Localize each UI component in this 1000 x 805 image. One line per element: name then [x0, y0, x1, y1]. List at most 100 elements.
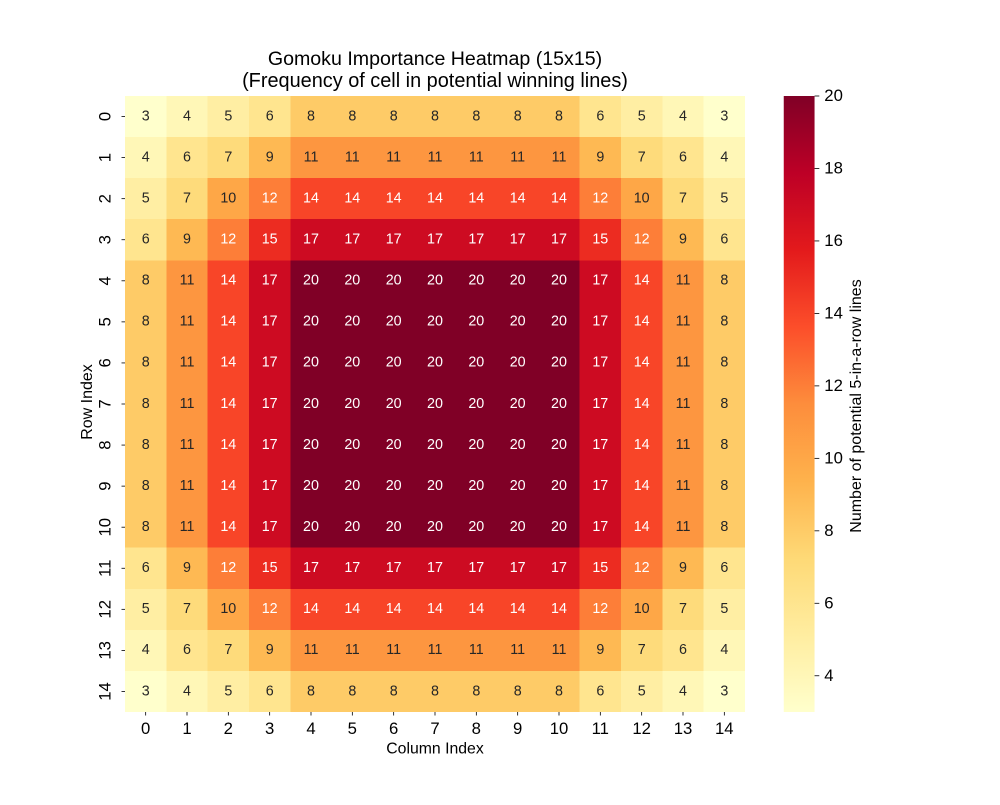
svg-text:6: 6 — [183, 642, 191, 658]
svg-text:14: 14 — [634, 314, 650, 330]
svg-text:6: 6 — [720, 560, 728, 576]
svg-text:17: 17 — [592, 273, 608, 289]
svg-text:17: 17 — [344, 232, 360, 248]
svg-text:11: 11 — [676, 437, 691, 453]
svg-text:2: 2 — [96, 194, 115, 203]
svg-text:4: 4 — [679, 108, 687, 124]
svg-text:17: 17 — [468, 232, 484, 248]
svg-text:17: 17 — [303, 232, 319, 248]
svg-text:14: 14 — [220, 396, 236, 412]
svg-text:9: 9 — [679, 560, 687, 576]
svg-text:6: 6 — [824, 594, 833, 613]
svg-text:11: 11 — [510, 149, 525, 165]
svg-text:20: 20 — [427, 437, 443, 453]
svg-text:6: 6 — [142, 560, 150, 576]
svg-text:14: 14 — [220, 437, 236, 453]
svg-text:14: 14 — [634, 437, 650, 453]
svg-text:8: 8 — [555, 108, 563, 124]
svg-text:Row Index: Row Index — [79, 364, 96, 440]
svg-text:14: 14 — [510, 191, 526, 207]
svg-text:11: 11 — [386, 642, 401, 658]
svg-text:8: 8 — [720, 396, 728, 412]
svg-text:3: 3 — [720, 683, 728, 699]
svg-text:17: 17 — [551, 560, 567, 576]
svg-text:6: 6 — [679, 642, 687, 658]
svg-text:12: 12 — [220, 232, 236, 248]
svg-text:20: 20 — [386, 273, 402, 289]
svg-text:20: 20 — [427, 355, 443, 371]
svg-text:7: 7 — [224, 149, 232, 165]
svg-text:8: 8 — [142, 437, 150, 453]
svg-text:20: 20 — [468, 519, 484, 535]
svg-text:12: 12 — [634, 232, 650, 248]
svg-text:14: 14 — [344, 191, 360, 207]
svg-text:8: 8 — [348, 108, 356, 124]
svg-text:11: 11 — [96, 560, 115, 577]
svg-text:14: 14 — [634, 519, 650, 535]
svg-text:11: 11 — [180, 314, 195, 330]
svg-text:5: 5 — [720, 601, 728, 617]
svg-text:1: 1 — [96, 153, 115, 162]
svg-text:8: 8 — [348, 683, 356, 699]
svg-text:10: 10 — [824, 449, 843, 468]
svg-text:7: 7 — [183, 601, 191, 617]
svg-text:17: 17 — [262, 437, 278, 453]
svg-text:20: 20 — [468, 437, 484, 453]
svg-text:20: 20 — [386, 396, 402, 412]
svg-text:10: 10 — [634, 601, 650, 617]
svg-text:20: 20 — [551, 478, 567, 494]
svg-text:6: 6 — [266, 108, 274, 124]
svg-text:15: 15 — [592, 560, 608, 576]
svg-text:17: 17 — [262, 396, 278, 412]
svg-text:17: 17 — [592, 519, 608, 535]
svg-text:6: 6 — [266, 683, 274, 699]
svg-text:8: 8 — [514, 108, 522, 124]
svg-text:1: 1 — [182, 719, 191, 738]
svg-text:12: 12 — [96, 600, 115, 619]
svg-text:20: 20 — [468, 478, 484, 494]
svg-text:15: 15 — [262, 232, 278, 248]
svg-text:7: 7 — [638, 642, 646, 658]
svg-text:9: 9 — [266, 149, 274, 165]
svg-text:20: 20 — [551, 355, 567, 371]
svg-text:20: 20 — [427, 478, 443, 494]
svg-text:17: 17 — [592, 437, 608, 453]
svg-text:4: 4 — [720, 642, 728, 658]
svg-text:7: 7 — [679, 601, 687, 617]
svg-text:20: 20 — [427, 314, 443, 330]
svg-text:11: 11 — [510, 642, 525, 658]
svg-text:12: 12 — [262, 191, 278, 207]
svg-text:20: 20 — [468, 396, 484, 412]
svg-text:17: 17 — [551, 232, 567, 248]
svg-text:5: 5 — [638, 683, 646, 699]
svg-text:4: 4 — [142, 149, 150, 165]
svg-text:12: 12 — [592, 601, 608, 617]
svg-text:17: 17 — [303, 560, 319, 576]
svg-text:10: 10 — [550, 719, 569, 738]
svg-text:14: 14 — [344, 601, 360, 617]
svg-text:12: 12 — [220, 560, 236, 576]
svg-text:6: 6 — [142, 232, 150, 248]
svg-text:11: 11 — [180, 355, 195, 371]
svg-text:5: 5 — [142, 191, 150, 207]
svg-text:9: 9 — [596, 149, 604, 165]
svg-text:3: 3 — [265, 719, 274, 738]
svg-text:11: 11 — [180, 478, 195, 494]
svg-text:14: 14 — [634, 396, 650, 412]
svg-text:5: 5 — [142, 601, 150, 617]
svg-text:20: 20 — [510, 314, 526, 330]
svg-text:Number of potential 5-in-a-row: Number of potential 5-in-a-row lines — [848, 279, 865, 532]
svg-text:3: 3 — [142, 683, 150, 699]
svg-text:20: 20 — [344, 396, 360, 412]
svg-text:20: 20 — [427, 273, 443, 289]
svg-text:8: 8 — [472, 108, 480, 124]
svg-text:17: 17 — [262, 314, 278, 330]
svg-text:3: 3 — [96, 235, 115, 244]
svg-text:18: 18 — [824, 159, 843, 178]
svg-text:11: 11 — [676, 314, 691, 330]
svg-text:14: 14 — [551, 191, 567, 207]
svg-text:11: 11 — [345, 642, 360, 658]
svg-text:11: 11 — [592, 719, 609, 738]
svg-text:14: 14 — [824, 304, 843, 323]
svg-text:11: 11 — [304, 642, 319, 658]
